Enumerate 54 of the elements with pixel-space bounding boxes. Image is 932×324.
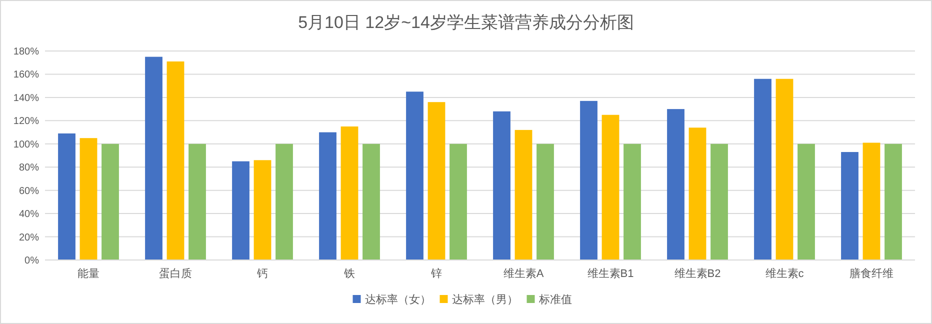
- bar: [362, 144, 380, 260]
- bar: [319, 132, 336, 260]
- bar: [145, 56, 162, 260]
- bar: [602, 114, 620, 260]
- bar: [862, 142, 880, 260]
- bar: [667, 109, 684, 260]
- bar: [493, 111, 510, 260]
- bar: [776, 78, 794, 260]
- bar: [841, 152, 858, 260]
- bar: [514, 130, 532, 260]
- bar: [580, 100, 598, 260]
- bar: [254, 160, 272, 260]
- bar: [688, 128, 706, 260]
- bar: [536, 144, 554, 260]
- bar: [188, 144, 206, 260]
- y-tick-label: 100%: [13, 139, 40, 150]
- legend-label: 标准值: [538, 293, 572, 306]
- x-tick-label: 膳食纤维: [850, 267, 894, 280]
- x-tick-label: 维生素B1: [587, 267, 634, 280]
- bar: [276, 144, 293, 260]
- bar: [450, 144, 467, 260]
- y-tick-label: 160%: [13, 70, 40, 81]
- bar: [102, 144, 119, 260]
- x-tick-label: 维生素c: [765, 267, 804, 280]
- legend-label: 达标率（女）: [364, 293, 431, 306]
- y-tick-label: 40%: [18, 209, 40, 220]
- x-tick-label: 钙: [256, 268, 268, 280]
- bar: [624, 144, 641, 260]
- x-tick-label: 锌: [430, 267, 442, 280]
- x-tick-label: 维生素A: [503, 267, 544, 280]
- bar: [710, 144, 728, 260]
- x-tick-label: 能量: [78, 267, 100, 280]
- y-tick-label: 80%: [18, 162, 40, 174]
- y-tick-label: 0%: [24, 256, 40, 266]
- bar: [428, 102, 446, 260]
- x-tick-label: 蛋白质: [159, 267, 192, 280]
- bar: [166, 61, 184, 260]
- y-tick-label: 60%: [18, 186, 40, 197]
- y-tick-label: 120%: [13, 116, 40, 128]
- bar: [232, 161, 250, 260]
- bar: [798, 144, 815, 260]
- bar: [58, 133, 76, 260]
- bar: [80, 138, 98, 260]
- bar: [340, 126, 358, 260]
- title: 5月10日 12岁~14岁学生菜谱营养成分分析图: [298, 13, 634, 32]
- y-tick-label: 20%: [18, 232, 40, 244]
- bar: [884, 144, 902, 260]
- bar: [406, 92, 424, 260]
- x-tick-label: 维生素B2: [674, 267, 721, 280]
- y-tick-label: 180%: [13, 46, 40, 58]
- bar: [754, 78, 772, 260]
- legend-label: 达标率（男）: [452, 293, 518, 306]
- y-tick-label: 140%: [13, 92, 40, 104]
- x-tick-label: 铁: [343, 268, 355, 280]
